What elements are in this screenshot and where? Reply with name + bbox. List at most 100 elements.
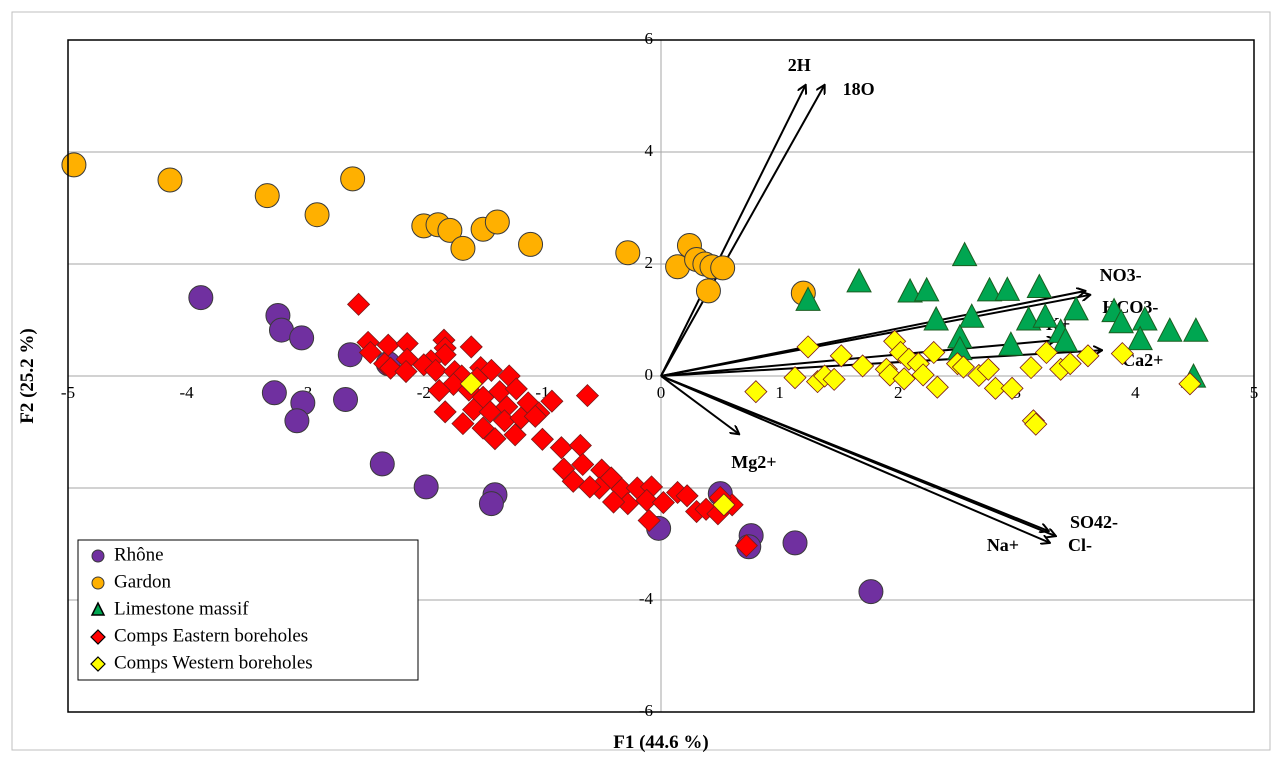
y-tick-label: 6 [645, 29, 654, 48]
data-point [651, 490, 675, 515]
data-point [451, 412, 475, 436]
data-point [897, 277, 923, 303]
data-point [261, 380, 287, 406]
data-point [483, 427, 507, 451]
vector-label: 18O [843, 79, 875, 99]
y-tick-label: -6 [639, 701, 653, 720]
data-point [427, 378, 451, 403]
legend-marker [90, 601, 106, 616]
x-tick-label: -2 [417, 383, 431, 402]
data-point [783, 366, 807, 390]
legend-label: Comps Western boreholes [114, 652, 313, 673]
vector-arrow [660, 85, 806, 377]
vector-label: SO42- [1070, 512, 1118, 532]
legend-box [77, 539, 419, 681]
data-point [710, 255, 736, 281]
vector-arrow [660, 375, 739, 434]
data-point [1132, 305, 1158, 331]
data-point [459, 372, 483, 396]
data-point [795, 286, 821, 311]
vector-label: 2H [788, 55, 811, 75]
data-point [994, 276, 1021, 301]
data-point [304, 202, 330, 228]
y-axis-title: F2 (25.2 %) [17, 328, 38, 424]
x-tick-label: 1 [775, 383, 784, 402]
data-point [822, 367, 846, 391]
data-point [1183, 317, 1209, 342]
y-tick-label: 0 [645, 365, 654, 384]
data-point [523, 404, 547, 428]
data-point [337, 342, 363, 368]
data-point [484, 209, 510, 235]
vector-arrow [660, 340, 1056, 377]
data-point [1178, 372, 1202, 396]
data-point [976, 357, 1000, 381]
data-point [675, 484, 699, 508]
data-point [347, 292, 371, 316]
legend-marker [91, 549, 105, 563]
data-point [958, 303, 985, 328]
data-point [369, 451, 395, 477]
data-point [450, 235, 476, 261]
vector-arrow [660, 375, 1056, 536]
data-point [549, 436, 573, 460]
vector-arrow [660, 295, 1090, 377]
vector-label: Cl- [1068, 535, 1092, 555]
legend-label: Rhône [114, 544, 164, 565]
data-point [911, 363, 935, 387]
data-point [925, 375, 949, 399]
data-point [284, 408, 310, 434]
data-point [413, 474, 439, 500]
legend-marker [91, 576, 105, 590]
data-point [712, 493, 736, 517]
data-point [1026, 273, 1053, 299]
data-point [637, 508, 661, 533]
data-point [424, 358, 448, 382]
data-points [61, 152, 1209, 605]
data-point [1058, 352, 1082, 376]
data-point [1156, 317, 1183, 342]
x-tick-label: 4 [1131, 383, 1140, 402]
x-tick-label: 2 [894, 383, 903, 402]
data-point [188, 285, 214, 311]
data-point [695, 278, 721, 304]
x-axis-title: F1 (44.6 %) [613, 732, 709, 753]
series-1 [61, 152, 816, 306]
data-point [540, 389, 564, 413]
data-point [254, 183, 280, 209]
series-4 [459, 329, 1202, 517]
data-point [433, 400, 457, 424]
data-point [530, 427, 554, 451]
vector-label: Ca2+ [1122, 350, 1163, 370]
data-point [1052, 327, 1079, 352]
legend-label: Gardon [114, 571, 171, 592]
data-point [892, 367, 916, 391]
data-point [998, 331, 1024, 356]
data-point [379, 356, 403, 380]
data-point [922, 340, 946, 365]
data-point [333, 387, 359, 413]
data-point [829, 344, 853, 368]
data-point [575, 384, 600, 408]
vector-arrow [660, 375, 1050, 543]
data-point [61, 152, 87, 178]
data-point [503, 423, 527, 447]
vector-label: NO3- [1100, 265, 1142, 285]
data-point [1063, 295, 1089, 321]
legend-label: Limestone massif [114, 598, 249, 619]
y-tick-label: -4 [639, 589, 654, 608]
data-point [951, 355, 975, 379]
data-point [462, 398, 486, 422]
data-point [615, 240, 641, 266]
vector-label: Mg2+ [731, 452, 776, 472]
data-point [459, 335, 483, 359]
series-2 [795, 241, 1209, 388]
data-point [1127, 325, 1153, 351]
data-point [561, 469, 585, 493]
data-point [289, 325, 315, 351]
vector-arrow [660, 85, 825, 377]
data-point [394, 359, 418, 384]
data-point [846, 267, 872, 293]
